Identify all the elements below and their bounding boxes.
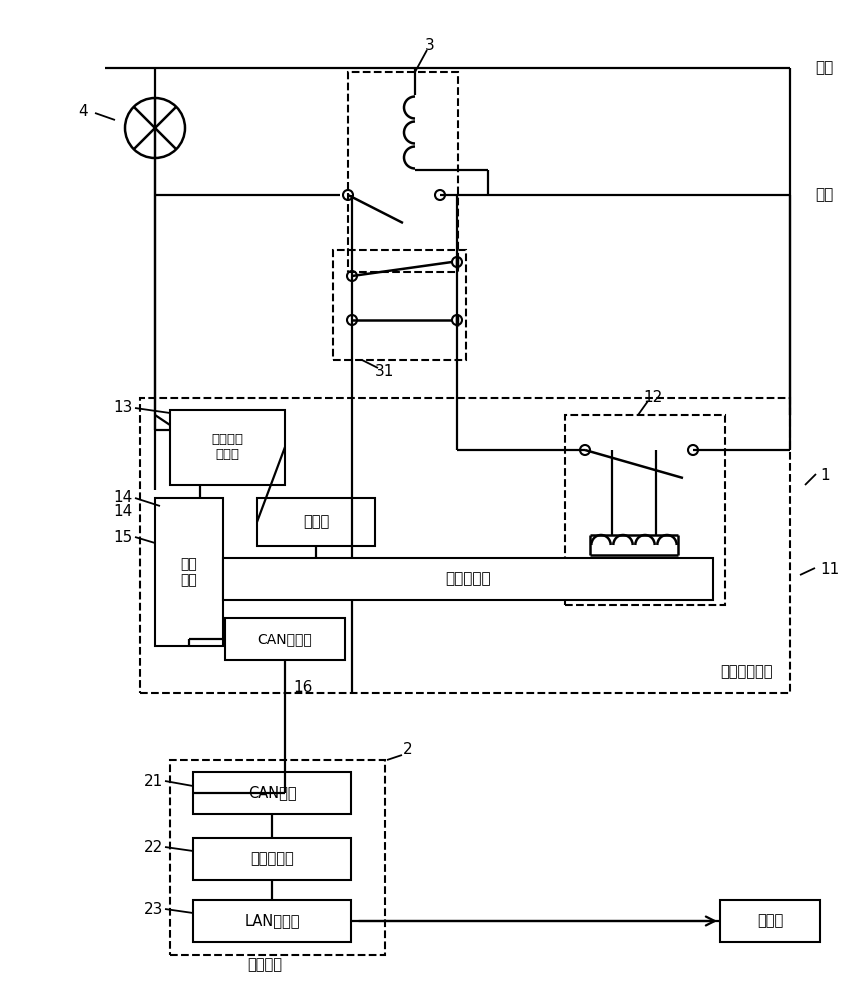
Bar [193, 900, 351, 942]
Text: 第一处理器: 第一处理器 [445, 572, 491, 586]
Bar [225, 618, 345, 660]
Text: 零线: 零线 [815, 60, 833, 76]
Text: 霍尔电流
传感器: 霍尔电流 传感器 [211, 433, 243, 461]
Text: 3: 3 [425, 37, 435, 52]
Text: 上位机: 上位机 [757, 914, 784, 928]
Text: CAN控制器: CAN控制器 [257, 632, 313, 646]
Bar [257, 498, 375, 546]
Text: 13: 13 [114, 400, 133, 416]
Text: 开关控制装置: 开关控制装置 [720, 664, 772, 680]
Text: 1: 1 [820, 468, 830, 484]
Text: 12: 12 [643, 389, 663, 404]
Text: LAN控制器: LAN控制器 [245, 914, 300, 928]
Text: 14: 14 [114, 504, 133, 520]
Bar [565, 415, 725, 605]
Bar [140, 398, 790, 693]
Text: 控制
面板: 控制 面板 [181, 557, 197, 587]
Text: 15: 15 [114, 530, 133, 546]
Text: 相线: 相线 [815, 188, 833, 202]
Text: 第二处理器: 第二处理器 [251, 852, 294, 866]
Bar [170, 410, 285, 485]
Bar [348, 72, 458, 272]
Text: CAN总线: CAN总线 [248, 786, 296, 800]
Text: 11: 11 [820, 562, 839, 578]
Bar [170, 760, 385, 955]
Bar [720, 900, 820, 942]
Text: 31: 31 [375, 364, 394, 379]
Text: 21: 21 [144, 774, 163, 790]
Text: 23: 23 [144, 902, 163, 918]
Text: 14: 14 [114, 490, 133, 506]
Bar [193, 772, 351, 814]
Text: 22: 22 [144, 840, 163, 856]
Text: 16: 16 [294, 680, 313, 696]
Text: 通信装置: 通信装置 [247, 958, 282, 972]
Bar [223, 558, 713, 600]
Bar [155, 498, 223, 646]
Text: 放大器: 放大器 [303, 514, 329, 530]
Text: 4: 4 [78, 104, 88, 119]
Bar [333, 250, 466, 360]
Text: 2: 2 [403, 742, 412, 758]
Bar [193, 838, 351, 880]
